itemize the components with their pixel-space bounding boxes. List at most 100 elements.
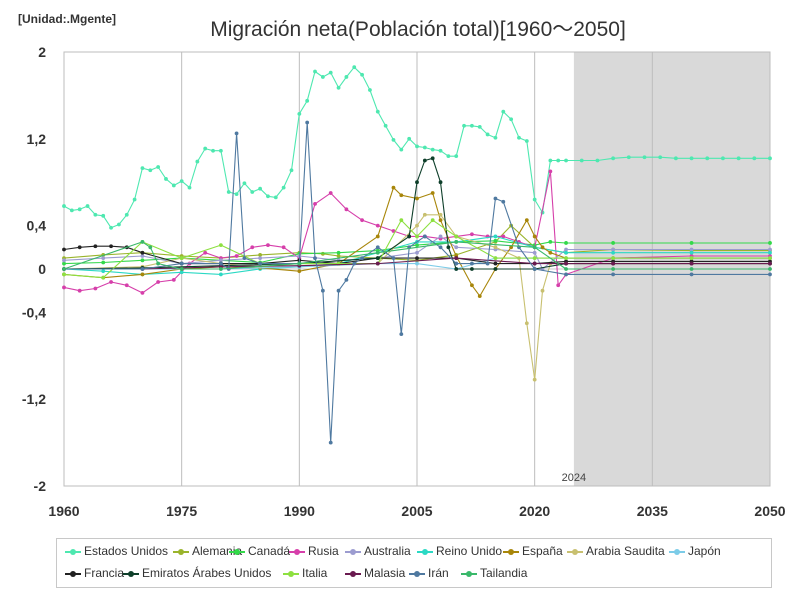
data-point (171, 183, 176, 188)
data-point (689, 250, 694, 255)
data-point (454, 234, 459, 239)
data-point (415, 261, 419, 266)
data-point (77, 288, 82, 293)
legend-item[interactable]: Alemania (173, 544, 242, 558)
data-point (375, 234, 380, 239)
legend-item[interactable]: Italia (283, 566, 327, 580)
data-point (532, 261, 537, 266)
legend-item[interactable]: Japón (669, 544, 721, 558)
legend-item[interactable]: Rusia (289, 544, 339, 558)
data-point (336, 250, 341, 255)
data-point (564, 241, 568, 245)
legend-item[interactable]: Estados Unidos (65, 544, 168, 558)
data-point (62, 285, 66, 290)
series-italia (62, 218, 772, 280)
legend-item[interactable]: Emiratos Árabes Unidos (123, 566, 271, 580)
legend-item[interactable]: Irán (409, 566, 449, 580)
data-point (579, 158, 584, 163)
data-point (375, 223, 380, 228)
data-point (415, 256, 419, 261)
data-point (768, 272, 772, 277)
legend-swatch-icon (123, 570, 139, 578)
data-point (164, 177, 168, 181)
y-tick-labels: 2 1,2 0,4 0 -0,4 -1,2 -2 (22, 44, 46, 494)
data-point (611, 267, 616, 271)
legend-item[interactable]: Malasia (345, 566, 405, 580)
legend-item[interactable]: Canadá (229, 544, 290, 558)
legend-swatch-icon (417, 548, 433, 556)
data-point (446, 154, 451, 159)
y-tick-label: 0 (38, 261, 46, 277)
legend-item[interactable]: Arabia Saudita (567, 544, 665, 558)
data-point (477, 124, 482, 129)
data-point (611, 250, 616, 255)
data-point (493, 256, 498, 261)
legend-swatch-icon (345, 548, 361, 556)
y-tick-label: 0,4 (27, 218, 47, 234)
data-point (250, 190, 255, 194)
data-point (360, 256, 364, 261)
data-point (524, 139, 529, 143)
legend-label: Alemania (192, 544, 243, 558)
data-point (736, 156, 741, 161)
data-point (415, 243, 419, 248)
legend-swatch-icon (283, 570, 299, 578)
data-point (485, 132, 490, 137)
data-point (415, 196, 419, 201)
legend-item[interactable]: Australia (345, 544, 411, 558)
data-point (524, 321, 529, 326)
data-point (242, 181, 247, 186)
legend-item[interactable]: Francia (65, 566, 124, 580)
data-point (352, 65, 357, 70)
data-point (611, 241, 616, 245)
data-point (501, 109, 506, 114)
y-tick-label: -2 (34, 478, 47, 494)
data-point (768, 250, 772, 255)
data-point (689, 272, 694, 277)
data-point (328, 440, 333, 445)
data-point (375, 261, 380, 266)
data-point (266, 243, 270, 248)
data-point (62, 204, 66, 208)
x-tick-label: 2050 (754, 503, 785, 519)
legend-swatch-icon (65, 570, 81, 578)
chart-title: Migración neta(Población total)[1960～205… (210, 18, 626, 41)
data-point (336, 254, 341, 258)
x-tick-label: 2020 (519, 503, 550, 519)
data-point (548, 239, 553, 244)
series-line (64, 121, 770, 444)
data-point (93, 286, 98, 291)
data-point (344, 207, 349, 212)
data-point (399, 193, 404, 198)
data-point (454, 154, 459, 159)
data-point (422, 145, 427, 150)
legend-swatch-icon (229, 548, 245, 556)
data-point (446, 245, 451, 250)
legend-item[interactable]: Reino Unido (417, 544, 502, 558)
data-point (705, 156, 710, 161)
x-tick-label: 2035 (637, 503, 668, 519)
legend-item[interactable]: Tailandia (461, 566, 527, 580)
data-point (415, 234, 419, 239)
data-point (532, 377, 537, 382)
data-point (556, 158, 561, 163)
data-point (375, 250, 380, 255)
data-point (344, 75, 349, 79)
data-point (454, 267, 459, 271)
data-point (493, 135, 498, 140)
y-tick-label: 2 (38, 44, 46, 60)
data-point (77, 245, 82, 250)
data-point (273, 195, 278, 200)
data-point (336, 288, 341, 293)
legend-swatch-icon (669, 548, 685, 556)
data-point (368, 88, 372, 92)
data-point (470, 232, 474, 237)
data-point (438, 212, 443, 217)
legend-item[interactable]: España (503, 544, 563, 558)
data-point (140, 267, 145, 271)
data-point (195, 159, 200, 164)
data-point (422, 158, 427, 163)
data-point (407, 234, 412, 239)
data-point (470, 261, 474, 266)
data-point (454, 261, 459, 266)
